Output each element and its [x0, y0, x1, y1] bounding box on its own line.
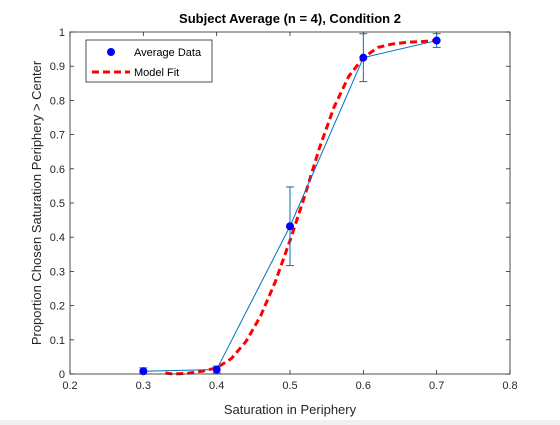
y-tick-label: 0.5 — [50, 198, 65, 210]
x-tick-label: 0.8 — [502, 380, 517, 392]
data-point — [212, 365, 221, 374]
y-tick-label: 0 — [59, 369, 65, 381]
legend-average-data-label: Average Data — [134, 47, 202, 59]
y-tick-label: 0.2 — [50, 301, 65, 313]
x-tick-label: 0.2 — [62, 380, 77, 392]
legend: Average Data Model Fit — [85, 39, 213, 83]
x-tick-label: 0.6 — [356, 380, 371, 392]
y-tick-label: 1 — [59, 27, 65, 39]
y-tick-label: 0.7 — [50, 130, 65, 142]
legend-model-fit-label: Model Fit — [134, 67, 179, 79]
model-fit-line — [165, 39, 437, 376]
x-tick-label: 0.4 — [209, 380, 224, 392]
chart-title: Subject Average (n = 4), Condition 2 — [179, 11, 401, 26]
data-point — [359, 53, 368, 62]
x-tick-label: 0.5 — [282, 380, 297, 392]
x-tick-label: 0.3 — [136, 380, 151, 392]
y-tick-label: 0.1 — [50, 335, 65, 347]
x-tick-label: 0.7 — [429, 380, 444, 392]
y-axis-ticks: 0 0.1 0.2 0.3 0.4 0.5 0.6 0.7 0.8 0.9 1 — [50, 27, 510, 381]
data-point — [432, 36, 441, 45]
average-data-layer — [139, 33, 441, 376]
y-tick-label: 0.3 — [50, 266, 65, 278]
plot-frame — [69, 31, 511, 375]
legend-average-data-marker — [107, 48, 115, 56]
y-tick-label: 0.6 — [50, 164, 65, 176]
y-tick-label: 0.8 — [50, 95, 65, 107]
y-axis-label: Proportion Chosen Saturation Periphery >… — [29, 60, 44, 345]
y-tick-label: 0.9 — [50, 61, 65, 73]
x-axis-label: Saturation in Periphery — [224, 402, 357, 417]
y-tick-label: 0.4 — [50, 232, 65, 244]
model-fit-layer — [165, 39, 437, 376]
data-point — [286, 222, 294, 231]
data-point — [139, 367, 148, 376]
legend-box — [85, 39, 213, 83]
